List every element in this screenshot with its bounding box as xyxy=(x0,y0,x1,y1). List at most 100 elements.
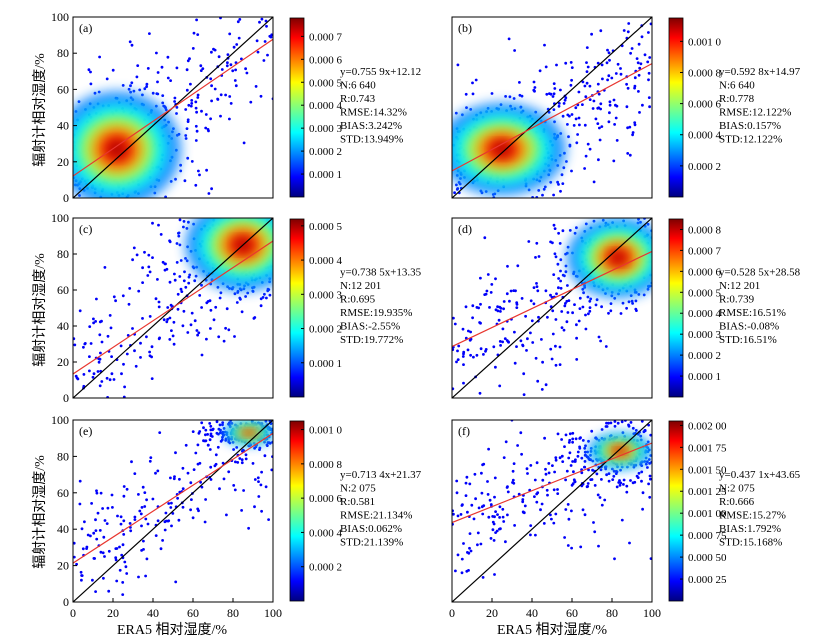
data-point xyxy=(210,84,214,88)
data-point xyxy=(228,32,232,36)
data-point xyxy=(123,560,127,564)
data-point xyxy=(454,569,457,573)
data-point xyxy=(552,273,556,276)
data-point xyxy=(621,431,625,435)
data-point xyxy=(110,355,113,358)
data-point xyxy=(587,312,590,316)
data-point xyxy=(144,574,148,578)
data-point xyxy=(490,283,494,286)
colorbar xyxy=(289,218,305,398)
data-point xyxy=(253,478,257,481)
data-point xyxy=(596,61,600,65)
data-point xyxy=(217,335,221,339)
data-point xyxy=(598,126,601,130)
data-point xyxy=(470,503,474,507)
data-point xyxy=(456,63,460,67)
data-point xyxy=(633,480,637,484)
data-point xyxy=(163,528,167,532)
data-point xyxy=(200,421,204,425)
data-point xyxy=(559,189,562,193)
data-point xyxy=(196,333,200,337)
colorbar-tick-label: 0.002 00 xyxy=(688,420,727,432)
data-point xyxy=(110,372,114,376)
data-point xyxy=(263,40,267,43)
data-point xyxy=(512,97,516,100)
fit-line xyxy=(452,63,652,172)
data-point xyxy=(92,531,96,535)
data-point xyxy=(167,502,171,505)
data-point xyxy=(552,223,556,227)
y-tick-label: 20 xyxy=(57,155,69,169)
data-point xyxy=(636,476,640,479)
panel-b: (b) 0.000 2 0.000 4 0.000 6 0.000 8 0.001 0 y=… xyxy=(451,16,801,199)
data-point xyxy=(112,378,116,381)
data-point xyxy=(540,502,544,506)
data-point xyxy=(234,460,237,464)
data-point xyxy=(592,180,596,184)
data-point xyxy=(641,507,644,511)
data-point xyxy=(459,513,463,516)
data-point xyxy=(625,490,629,494)
data-point xyxy=(543,436,546,440)
data-point xyxy=(215,431,219,435)
data-point xyxy=(599,468,603,472)
data-point xyxy=(100,340,104,344)
data-point xyxy=(78,479,82,483)
data-point xyxy=(622,478,626,482)
data-point xyxy=(221,461,225,465)
data-point xyxy=(648,495,652,499)
data-point xyxy=(111,68,115,72)
plot-frame xyxy=(72,419,274,603)
data-point xyxy=(625,484,629,488)
data-point xyxy=(460,557,464,561)
data-point xyxy=(456,553,460,557)
data-point xyxy=(479,276,482,280)
colorbar-tick-label: 0.000 4 xyxy=(688,130,722,142)
data-point xyxy=(186,156,190,160)
stats-line: STD:12.122% xyxy=(719,133,782,145)
y-tick-label: 80 xyxy=(57,46,69,60)
data-point xyxy=(553,87,557,90)
data-point xyxy=(199,69,203,72)
data-point xyxy=(141,317,144,320)
data-point xyxy=(189,508,193,512)
data-point xyxy=(483,236,487,240)
data-point xyxy=(593,530,597,534)
data-point xyxy=(637,73,641,77)
data-point xyxy=(571,460,574,463)
data-point xyxy=(100,319,103,323)
data-point xyxy=(609,302,613,305)
data-point xyxy=(614,116,618,120)
data-point xyxy=(236,461,240,464)
data-point xyxy=(489,291,493,294)
data-point xyxy=(529,299,533,303)
y-tick-label: 0 xyxy=(63,595,69,609)
data-point xyxy=(506,340,510,343)
colorbar-tick-label: 0.000 1 xyxy=(688,371,721,383)
data-point xyxy=(145,335,148,339)
data-point xyxy=(139,512,143,516)
data-point xyxy=(587,468,590,472)
data-point xyxy=(173,475,176,478)
data-point xyxy=(172,477,176,481)
data-point xyxy=(477,506,481,510)
data-point xyxy=(499,306,503,310)
data-point xyxy=(611,478,615,481)
data-point xyxy=(215,420,219,424)
data-point xyxy=(112,295,116,299)
x-axis-label-right: ERA5 相对湿度/% xyxy=(497,622,607,638)
data-point xyxy=(179,163,183,167)
data-point xyxy=(575,226,578,230)
data-point xyxy=(234,84,238,88)
data-point xyxy=(473,472,477,476)
data-point xyxy=(526,337,529,341)
colorbar-tick-label: 0.001 0 xyxy=(688,36,722,48)
data-point xyxy=(611,467,614,471)
data-point xyxy=(534,533,537,537)
data-point xyxy=(583,84,587,88)
data-point xyxy=(143,87,147,91)
data-point xyxy=(210,50,213,54)
data-point xyxy=(128,40,132,44)
data-point xyxy=(588,147,592,151)
data-point xyxy=(224,93,228,97)
